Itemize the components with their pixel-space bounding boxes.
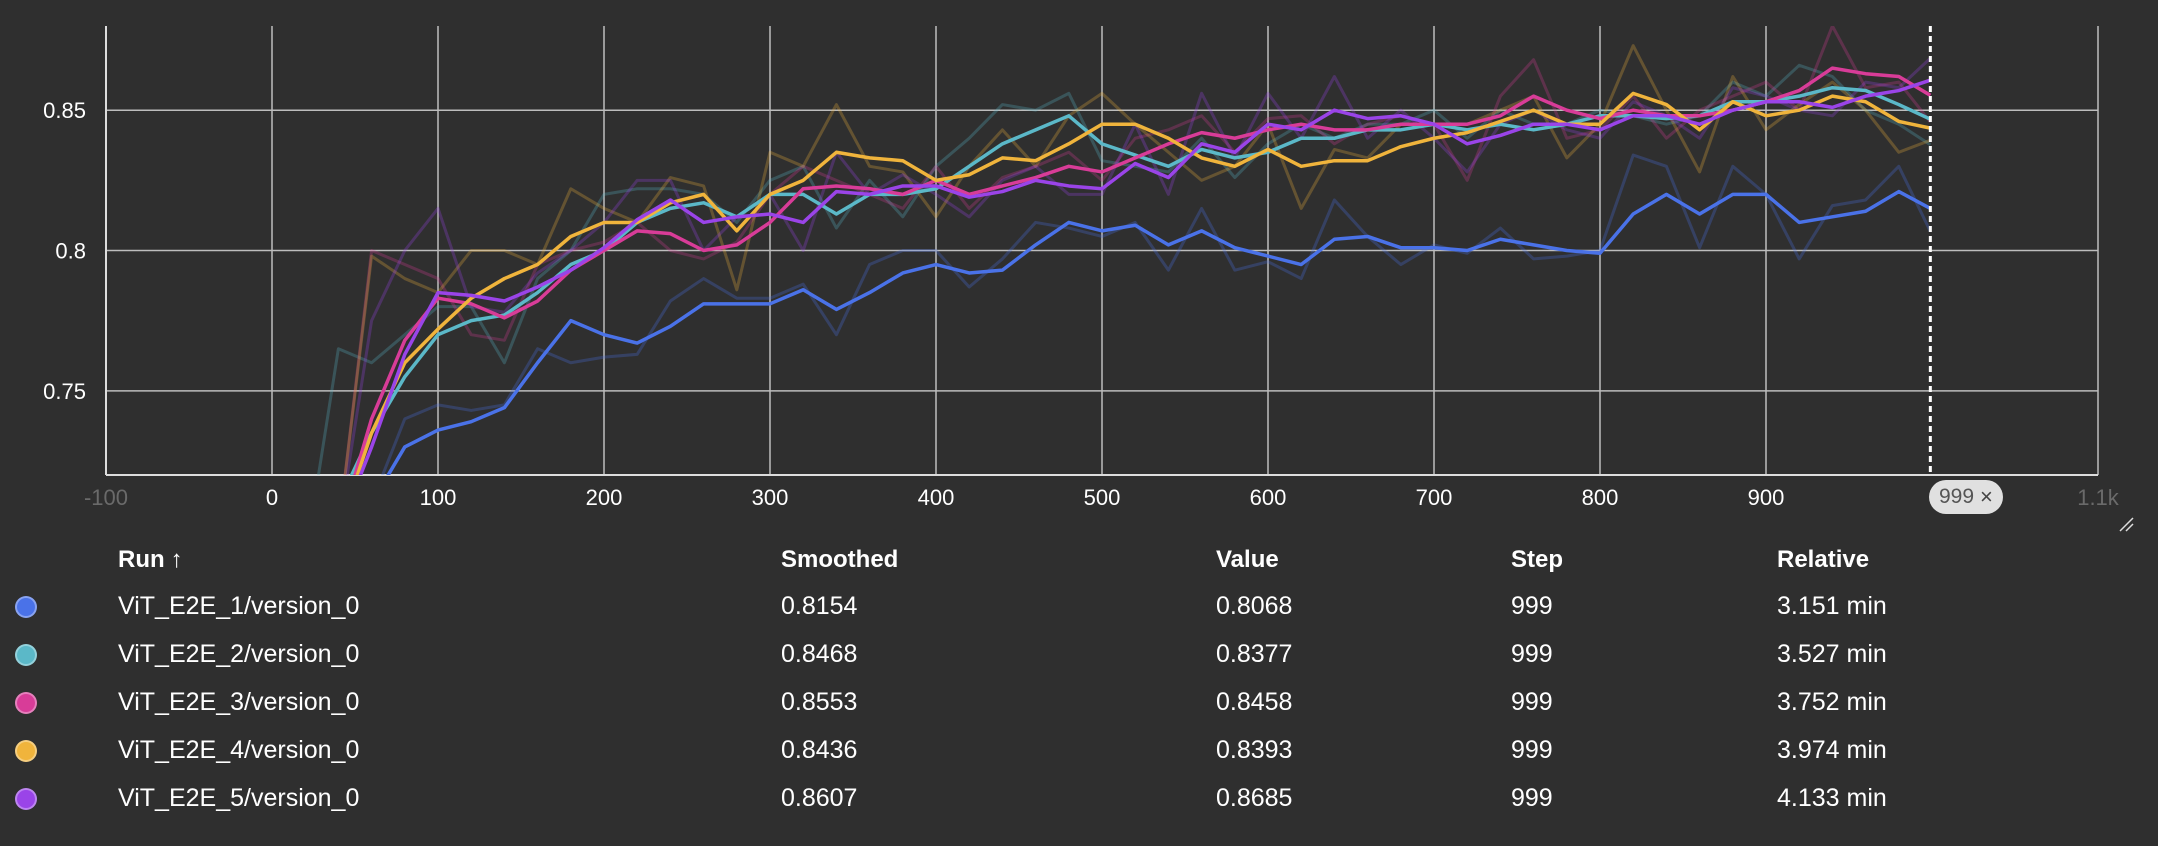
series-raw-line [381, 153, 1932, 475]
run-name: ViT_E2E_4/version_0 [118, 735, 360, 764]
step-value: 999 [1511, 783, 1553, 812]
plot-area [316, 26, 1932, 475]
y-tick-label: 0.8 [55, 239, 86, 264]
x-tick-label: 0 [266, 485, 278, 510]
smoothed-value: 0.8607 [781, 783, 858, 812]
x-tick-label: 200 [586, 485, 623, 510]
header-color [0, 538, 118, 582]
table-row: ViT_E2E_2/version_0 0.8468 0.8377 999 3.… [0, 630, 2158, 678]
series-raw-line [316, 63, 1932, 475]
smoothed-value: 0.8468 [781, 639, 858, 668]
header-run-label: Run [118, 546, 165, 573]
series-smoothed-line [386, 189, 1932, 475]
x-tick-label: 600 [1250, 485, 1287, 510]
step-value: 999 [1511, 639, 1553, 668]
table-row: ViT_E2E_3/version_0 0.8553 0.8458 999 3.… [0, 678, 2158, 726]
sort-arrow-icon[interactable]: ↑ [170, 546, 183, 573]
header-value[interactable]: Value [1216, 546, 1279, 573]
step-value: 999 [1511, 735, 1553, 764]
header-run[interactable]: Run ↑ [118, 538, 781, 582]
raw-value: 0.8377 [1216, 639, 1293, 668]
run-color-cell [0, 630, 118, 678]
y-tick-label: 0.75 [43, 379, 86, 404]
run-name: ViT_E2E_1/version_0 [118, 591, 360, 620]
scalar-chart[interactable]: -100 0 100 200 300 400 500 600 700 800 900 1.1k 0.75… [0, 0, 2158, 532]
x-tick-label: -100 [84, 485, 128, 510]
run-color-cell [0, 774, 118, 822]
series-smoothed-line [358, 78, 1931, 475]
x-tick-label: 900 [1748, 485, 1785, 510]
run-color-dot-icon[interactable] [15, 691, 37, 714]
smoothed-value: 0.8553 [781, 687, 858, 716]
x-tick-label: 500 [1084, 485, 1121, 510]
x-tick-label: 1.1k [2077, 485, 2120, 510]
runs-table: Run ↑ Smoothed Value Step Relative ViT_E2… [0, 538, 2158, 822]
header-smoothed[interactable]: Smoothed [781, 546, 899, 573]
relative-time: 3.752 min [1777, 687, 1887, 716]
smoothed-value: 0.8154 [781, 591, 858, 620]
x-tick-label: 700 [1416, 485, 1453, 510]
run-color-dot-icon[interactable] [15, 595, 37, 618]
raw-value: 0.8393 [1216, 735, 1293, 764]
series-raw-line [343, 44, 1931, 475]
raw-value: 0.8458 [1216, 687, 1293, 716]
run-name: ViT_E2E_2/version_0 [118, 639, 360, 668]
relative-time: 3.527 min [1777, 639, 1887, 668]
resize-handle-icon[interactable] [2118, 516, 2134, 532]
runs-table-body: ViT_E2E_1/version_0 0.8154 0.8068 999 3.… [0, 582, 2158, 822]
series-raw-line [343, 26, 1932, 475]
step-value: 999 [1511, 591, 1553, 620]
run-name: ViT_E2E_3/version_0 [118, 687, 360, 716]
table-header-row: Run ↑ Smoothed Value Step Relative [0, 538, 2158, 582]
close-icon[interactable]: × [1980, 484, 1993, 509]
run-color-cell [0, 582, 118, 630]
run-color-cell [0, 726, 118, 774]
run-color-dot-icon[interactable] [15, 643, 37, 666]
series-raw-line [345, 57, 1932, 475]
series-smoothed-line [355, 91, 1931, 475]
raw-value: 0.8685 [1216, 783, 1293, 812]
relative-time: 3.974 min [1777, 735, 1887, 764]
x-tick-label: 300 [752, 485, 789, 510]
run-color-dot-icon[interactable] [15, 739, 37, 762]
table-row: ViT_E2E_5/version_0 0.8607 0.8685 999 4.… [0, 774, 2158, 822]
run-color-dot-icon[interactable] [15, 787, 37, 810]
x-tick-label: 400 [918, 485, 955, 510]
hover-step-label: 999 [1939, 485, 1975, 508]
step-value: 999 [1511, 687, 1553, 716]
x-tick-label: 100 [420, 485, 457, 510]
run-name: ViT_E2E_5/version_0 [118, 783, 360, 812]
run-color-cell [0, 678, 118, 726]
table-row: ViT_E2E_1/version_0 0.8154 0.8068 999 3.… [0, 582, 2158, 630]
header-relative[interactable]: Relative [1777, 546, 1870, 573]
raw-value: 0.8068 [1216, 591, 1293, 620]
relative-time: 4.133 min [1777, 783, 1887, 812]
series-smoothed-line [353, 66, 1932, 475]
table-row: ViT_E2E_4/version_0 0.8436 0.8393 999 3.… [0, 726, 2158, 774]
hover-step-badge[interactable]: 999 × [1929, 480, 2003, 514]
relative-time: 3.151 min [1777, 591, 1887, 620]
y-tick-label: 0.85 [43, 98, 86, 123]
smoothed-value: 0.8436 [781, 735, 858, 764]
x-tick-label: 800 [1582, 485, 1619, 510]
chart-svg[interactable]: -100 0 100 200 300 400 500 600 700 800 900 1.1k 0.75… [0, 0, 2158, 530]
header-step[interactable]: Step [1511, 546, 1564, 573]
